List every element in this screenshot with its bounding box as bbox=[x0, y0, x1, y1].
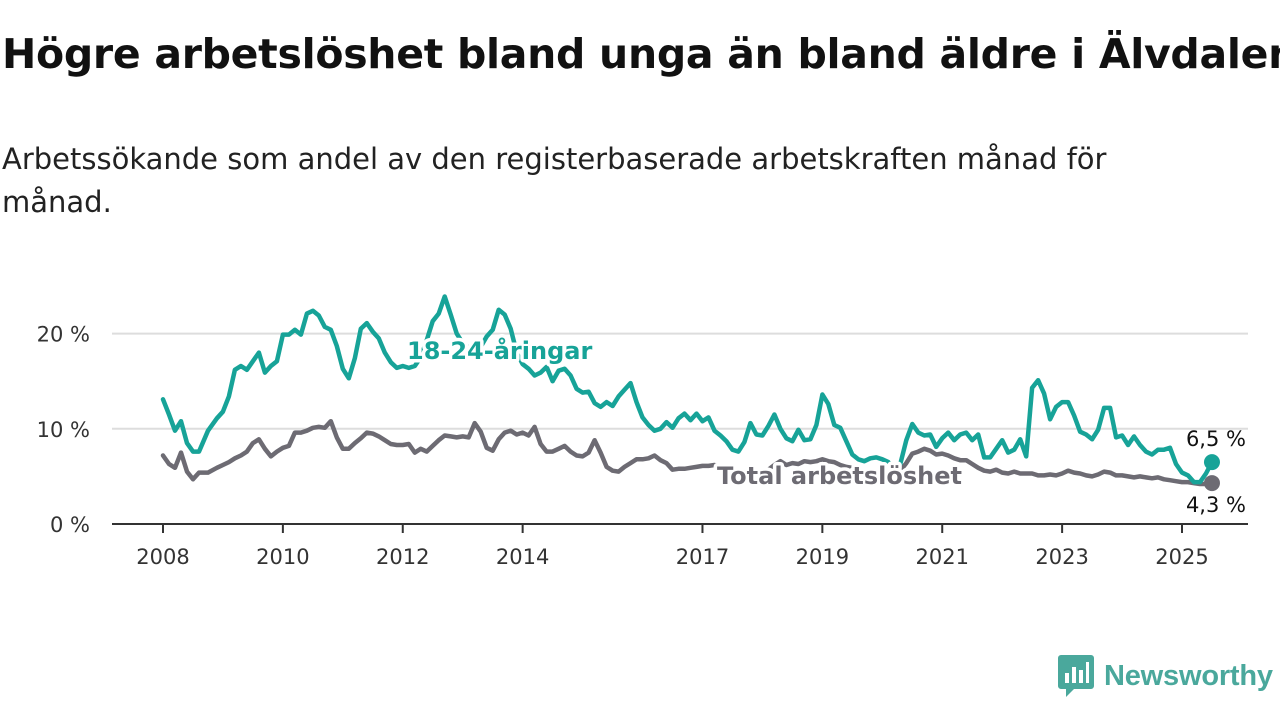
brand-name: Newsworthy bbox=[1104, 659, 1273, 692]
series-line-youth bbox=[160, 294, 1215, 485]
chart-title: Högre arbetslöshet bland unga än bland ä… bbox=[2, 30, 1280, 78]
end-point-youth bbox=[1203, 454, 1220, 471]
x-tick-label: 2023 bbox=[1035, 545, 1088, 569]
end-point-total bbox=[1203, 475, 1220, 492]
x-tick-label: 2019 bbox=[796, 545, 849, 569]
x-tick-label: 2021 bbox=[916, 545, 969, 569]
x-tick-label: 2025 bbox=[1155, 545, 1208, 569]
newsworthy-logo: Newsworthy bbox=[1058, 654, 1273, 698]
series-line-total bbox=[160, 418, 1215, 487]
x-tick-label: 2017 bbox=[676, 545, 729, 569]
x-tick-label: 2008 bbox=[136, 545, 189, 569]
end-label-youth: 6,5 % bbox=[1186, 427, 1246, 451]
end-label-total: 4,3 % bbox=[1186, 493, 1246, 517]
x-tick-label: 2012 bbox=[376, 545, 429, 569]
x-axis: 2008 2010 2012 2014 2017 2019 2021 2023 2025 bbox=[112, 523, 1248, 569]
newsworthy-logo-icon bbox=[1058, 655, 1094, 697]
series-label-total-halo: Total arbetslöshet bbox=[717, 462, 962, 490]
series-label-youth: 18-24-åringar bbox=[407, 336, 592, 365]
y-tick-label: 0 % bbox=[50, 513, 90, 537]
x-tick-label: 2014 bbox=[496, 545, 549, 569]
series-label-youth-halo: 18-24-åringar bbox=[407, 336, 592, 365]
chart-subtitle: Arbetssökande som andel av den registerb… bbox=[2, 142, 1107, 219]
series-lines bbox=[160, 294, 1220, 492]
x-tick-label: 2010 bbox=[256, 545, 309, 569]
y-axis: 0 % 10 % 20 % bbox=[37, 323, 90, 537]
y-tick-label: 20 % bbox=[37, 323, 90, 347]
series-label-total: Total arbetslöshet bbox=[717, 462, 962, 490]
y-tick-label: 10 % bbox=[37, 418, 90, 442]
